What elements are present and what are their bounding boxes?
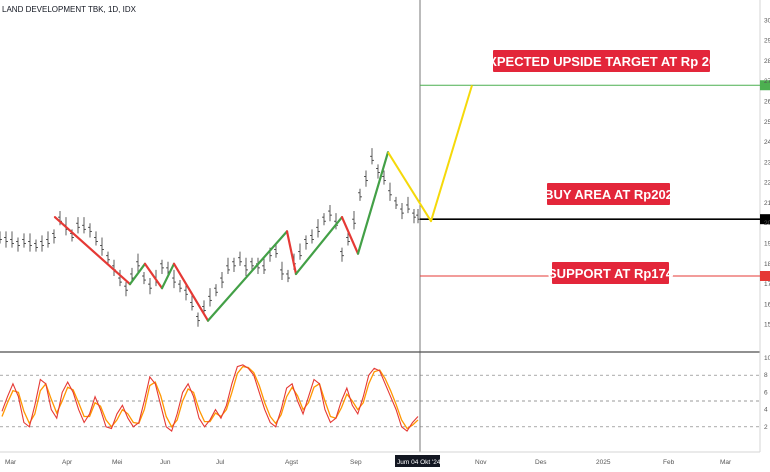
oscillator-tick-label: 8 xyxy=(764,372,768,379)
x-tick-label: Feb xyxy=(663,459,675,466)
annotation-box xyxy=(493,50,710,72)
oscillator-tick-label: 6 xyxy=(764,389,768,396)
y-tick-label: 23 xyxy=(764,159,770,166)
x-tick-label: Mar xyxy=(720,459,732,466)
annotation-text: EXPECTED UPSIDE TARGET AT Rp 268 xyxy=(480,54,724,69)
x-tick-label: Mar xyxy=(5,459,17,466)
zigzag-layer xyxy=(53,151,390,322)
annotation-box xyxy=(552,262,669,284)
chart-title: LAND DEVELOPMENT TBK, 1D, IDX xyxy=(2,5,137,14)
zigzag-segment xyxy=(53,216,132,286)
level-price-tag-target xyxy=(760,80,770,91)
zigzag-segment xyxy=(128,262,147,286)
x-tick-label: 2025 xyxy=(596,459,611,466)
projection-layer xyxy=(387,84,473,223)
x-tick-label: Des xyxy=(535,459,547,466)
projection-path xyxy=(387,84,473,223)
y-tick-label: 24 xyxy=(764,139,770,146)
y-tick-label: 19 xyxy=(764,241,770,248)
zigzag-segment xyxy=(356,151,390,255)
y-tick-label: 26 xyxy=(764,98,770,105)
y-tick-label: 16 xyxy=(764,301,770,308)
level-price-tag-support xyxy=(760,271,770,281)
oscillator-tick-label: 2 xyxy=(764,424,768,431)
x-tick-highlight xyxy=(395,455,440,467)
zigzag-segment xyxy=(294,216,344,276)
zigzag-segment xyxy=(285,230,298,276)
y-tick-label: 20 xyxy=(764,220,770,227)
oscillator-layer xyxy=(0,364,760,433)
y-tick-label: 25 xyxy=(764,119,770,126)
oscillator-tick-label: 4 xyxy=(764,407,768,414)
y-tick-label: 18 xyxy=(764,261,770,268)
annotation-box xyxy=(547,183,670,205)
zigzag-segment xyxy=(340,216,360,255)
y-tick-label: 17 xyxy=(764,281,770,288)
y-tick-label: 30 xyxy=(764,17,770,24)
annotation-text: BUY AREA AT Rp202 xyxy=(544,187,673,202)
y-tick-label: 15 xyxy=(764,322,770,329)
y-tick-label: 22 xyxy=(764,180,770,187)
x-tick-label: Sep xyxy=(350,459,362,466)
zigzag-segment xyxy=(206,230,289,322)
annotation-layer: EXPECTED UPSIDE TARGET AT Rp 268 BUY AREA… xyxy=(480,50,724,284)
zigzag-segment xyxy=(160,262,176,290)
x-tick-label: Jum 04 Okt '24 xyxy=(397,459,441,466)
zigzag-segment xyxy=(143,262,164,290)
oscillator-k-line xyxy=(1,364,419,433)
annotation-text: SUPPORT AT Rp174 xyxy=(548,266,674,281)
y-tick-label: 27 xyxy=(764,78,770,85)
y-tick-label: 28 xyxy=(764,58,770,65)
x-tick-label: Jun xyxy=(160,459,171,466)
x-tick-label: Mei xyxy=(112,459,122,466)
x-tick-label: Nov xyxy=(475,459,487,466)
oscillator-tick-label: 10 xyxy=(764,355,770,362)
x-tick-label: Apr xyxy=(62,459,73,466)
x-tick-label: Agst xyxy=(285,459,298,466)
y-tick-label: 29 xyxy=(764,38,770,45)
axis-layer: 15 16 17 18 19 20 21 22 23 24 25 26 27 28 29 30 10 8 6 4 2 Ma… xyxy=(5,17,770,467)
zigzag-segment xyxy=(172,262,210,322)
grid-layer xyxy=(0,0,761,453)
x-tick-label: Jul xyxy=(216,459,225,466)
level-price-tag-buy xyxy=(760,214,770,225)
price-layer xyxy=(0,148,420,327)
y-tick-label: 21 xyxy=(764,200,770,207)
